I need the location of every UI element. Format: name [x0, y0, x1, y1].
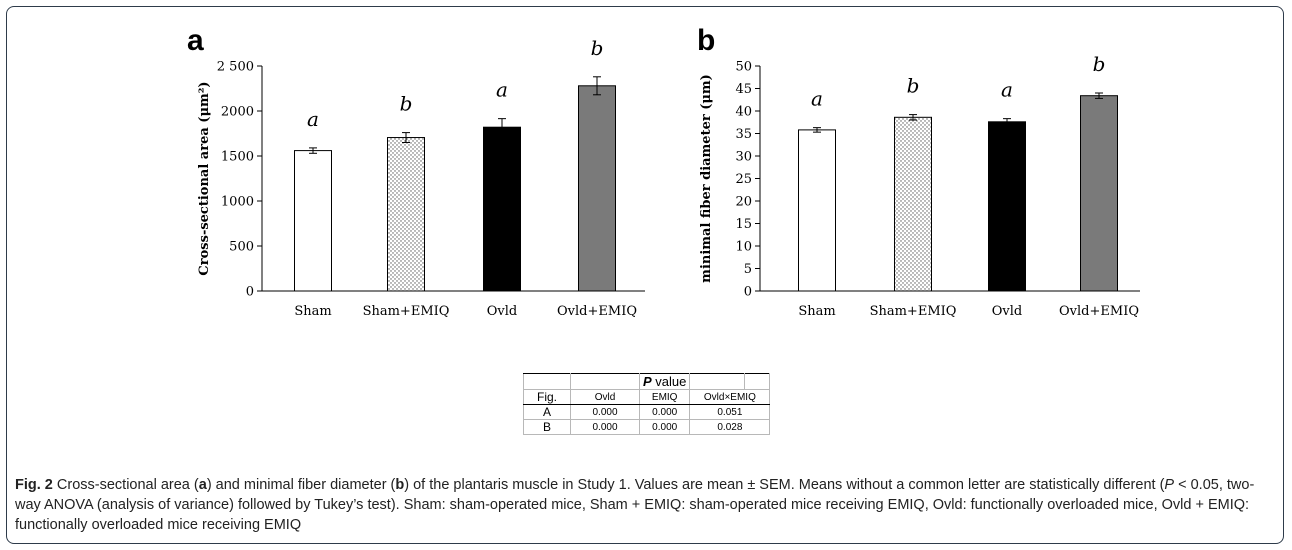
y-tick-label: 1500 [221, 150, 254, 165]
significance-letter: a [496, 78, 508, 102]
bar-sham [294, 150, 332, 292]
p-value-table: P value Fig. Ovld EMIQ Ovld×EMIQ A 0.000… [523, 373, 771, 435]
y-tick-label: 15 [735, 217, 752, 232]
y-tick-label: 2 500 [217, 60, 254, 75]
x-tick-label: Ovld [487, 304, 517, 319]
chart-a: 0 500 1000 1500 2000 2 500 Cross-sectional are… [197, 36, 645, 319]
y-tick-label: 1000 [221, 195, 254, 210]
significance-letter: a [811, 87, 823, 111]
y-tick-label: 0 [246, 285, 254, 300]
x-tick-label: Sham [798, 304, 835, 319]
table-row: B 0.000 0.000 0.028 [523, 419, 771, 435]
p-value-title: P value [638, 373, 691, 390]
figure-frame [6, 6, 1284, 544]
significance-letter: b [907, 74, 920, 98]
bar-sham [798, 129, 836, 292]
significance-letter: a [307, 107, 319, 131]
y-tick-label: 35 [735, 127, 752, 142]
significance-letter: b [591, 36, 604, 60]
x-tick-label: Ovld+EMIQ [1059, 304, 1139, 319]
figure-label: Fig. 2 [15, 477, 53, 493]
bar-sham-plus-emiq [387, 137, 425, 292]
significance-letter: b [400, 92, 413, 116]
table-row: A 0.000 0.000 0.051 [523, 404, 771, 420]
y-tick-label: 500 [229, 240, 254, 255]
x-tick-label: Sham+EMIQ [870, 304, 957, 319]
panel-b-letter: b [697, 24, 716, 57]
y-tick-label: 0 [744, 285, 752, 300]
x-tick-label: Sham+EMIQ [363, 304, 450, 319]
bar-ovld-plus-emiq [1080, 95, 1118, 292]
x-tick-label: Ovld+EMIQ [557, 304, 637, 319]
x-tick-label: Sham [294, 304, 331, 319]
y-tick-label: 40 [735, 105, 752, 120]
bar-ovld [988, 121, 1026, 292]
y-axis-label: minimal fiber diameter (μm) [699, 74, 714, 283]
bar-sham-plus-emiq [894, 116, 932, 292]
y-tick-label: 20 [735, 195, 752, 210]
x-tick-label: Ovld [992, 304, 1022, 319]
panel-a-letter: a [187, 24, 204, 57]
y-tick-label: 25 [735, 172, 752, 187]
chart-b: 0 5 10 15 20 25 30 35 40 45 50 minimal fiber diamet… [699, 52, 1140, 319]
y-tick-label: 50 [735, 60, 752, 75]
significance-letter: a [1001, 78, 1013, 102]
y-tick-label: 10 [735, 240, 752, 255]
significance-letter: b [1093, 52, 1106, 76]
y-tick-label: 30 [735, 150, 752, 165]
y-tick-label: 2000 [221, 105, 254, 120]
y-tick-label: 45 [735, 82, 752, 97]
y-axis-label: Cross-sectional area (μm²) [197, 81, 212, 275]
y-tick-label: 5 [744, 262, 752, 277]
figure-caption: Fig. 2 Cross-sectional area (a) and mini… [15, 477, 1255, 533]
table-header-row: Fig. Ovld EMIQ Ovld×EMIQ [523, 389, 771, 405]
